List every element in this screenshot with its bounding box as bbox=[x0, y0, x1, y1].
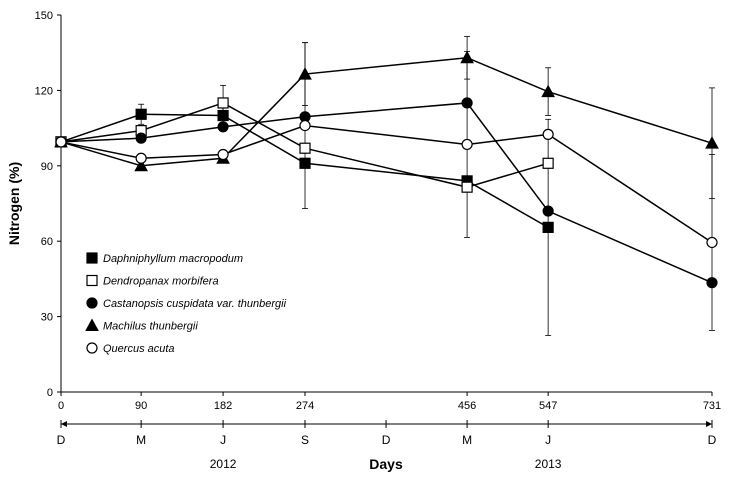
month-axis-right-arrow bbox=[706, 421, 712, 427]
data-point bbox=[217, 148, 229, 161]
error-bars-group bbox=[138, 35, 715, 336]
month-label: D bbox=[382, 433, 391, 447]
data-point bbox=[135, 132, 147, 144]
data-point bbox=[135, 108, 147, 120]
x-tick-label: 182 bbox=[214, 400, 232, 412]
x-tick-label: 90 bbox=[135, 400, 147, 412]
month-label: J bbox=[220, 433, 226, 447]
data-point bbox=[542, 128, 554, 140]
x-tick-label: 731 bbox=[703, 400, 721, 412]
legend-label: Machilus thunbergii bbox=[103, 321, 198, 333]
legend-marker bbox=[86, 252, 98, 264]
month-axis-left-arrow bbox=[61, 421, 67, 427]
data-point bbox=[706, 236, 718, 249]
data-point bbox=[705, 136, 719, 149]
data-point bbox=[299, 119, 311, 132]
series-lines-group bbox=[60, 56, 713, 284]
year-label: 2012 bbox=[210, 457, 237, 471]
legend-label: Daphniphyllum macropodum bbox=[103, 253, 243, 265]
data-point bbox=[217, 109, 229, 122]
series-line bbox=[60, 56, 713, 167]
legend-label: Castanopsis cuspidata var. thunbergii bbox=[103, 298, 287, 310]
year-label: 2013 bbox=[535, 457, 562, 471]
axes-group: 0 30 60 90 120 150 0 90 182 274 456 547 731 D M J S D M J D 2… bbox=[35, 10, 722, 471]
data-point bbox=[298, 67, 312, 80]
x-tick-label: 456 bbox=[458, 400, 476, 412]
data-point bbox=[217, 97, 229, 109]
data-point bbox=[299, 142, 311, 154]
data-point bbox=[706, 277, 718, 289]
data-point bbox=[461, 97, 473, 109]
y-tick-label: 150 bbox=[35, 10, 53, 22]
legend-marker bbox=[85, 318, 99, 331]
data-point bbox=[217, 121, 229, 133]
month-label: S bbox=[301, 433, 309, 447]
month-label: D bbox=[57, 433, 66, 447]
data-point bbox=[542, 205, 554, 217]
y-tick-label: 30 bbox=[41, 312, 53, 324]
month-label: M bbox=[136, 433, 146, 447]
data-point bbox=[135, 152, 147, 164]
y-tick-label: 90 bbox=[41, 161, 53, 173]
data-point bbox=[461, 138, 473, 151]
y-axis-title: Nitrogen (%) bbox=[6, 162, 22, 245]
series-line bbox=[60, 102, 549, 188]
legend-label: Quercus acuta bbox=[103, 343, 175, 355]
data-point bbox=[299, 157, 311, 169]
month-label: M bbox=[462, 433, 472, 447]
legend-marker bbox=[86, 274, 98, 287]
legend: Daphniphyllum macropodum Dendropanax morb… bbox=[85, 252, 287, 355]
month-label: D bbox=[708, 433, 717, 447]
data-point bbox=[541, 84, 555, 98]
x-tick-label: 274 bbox=[296, 400, 314, 412]
legend-label: Dendropanax morbifera bbox=[103, 276, 219, 288]
data-point bbox=[134, 158, 148, 172]
y-tick-label: 120 bbox=[35, 85, 53, 97]
legend-marker bbox=[86, 342, 98, 354]
x-tick-label: 547 bbox=[539, 400, 557, 412]
x-axis-title: Days bbox=[369, 456, 403, 472]
series-markers-group bbox=[54, 50, 719, 289]
y-tick-label: 0 bbox=[47, 387, 53, 399]
data-point bbox=[542, 157, 554, 169]
data-point bbox=[460, 50, 474, 64]
x-tick-label: 0 bbox=[58, 400, 64, 412]
data-point bbox=[542, 221, 554, 233]
data-point bbox=[55, 136, 67, 148]
series-line bbox=[60, 124, 713, 244]
y-tick-label: 60 bbox=[41, 236, 53, 248]
data-point bbox=[461, 181, 473, 193]
month-label: J bbox=[545, 433, 551, 447]
legend-marker bbox=[86, 297, 98, 309]
